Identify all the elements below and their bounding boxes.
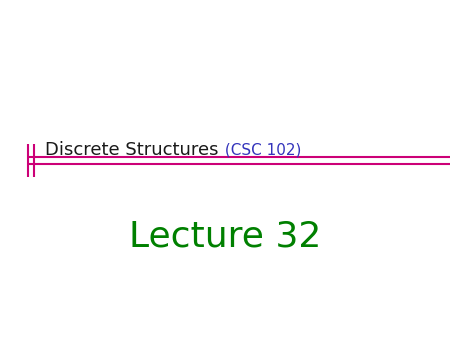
Text: (CSC 102): (CSC 102) bbox=[220, 143, 302, 158]
Text: Discrete Structures: Discrete Structures bbox=[45, 141, 219, 160]
Text: Lecture 32: Lecture 32 bbox=[129, 220, 321, 254]
